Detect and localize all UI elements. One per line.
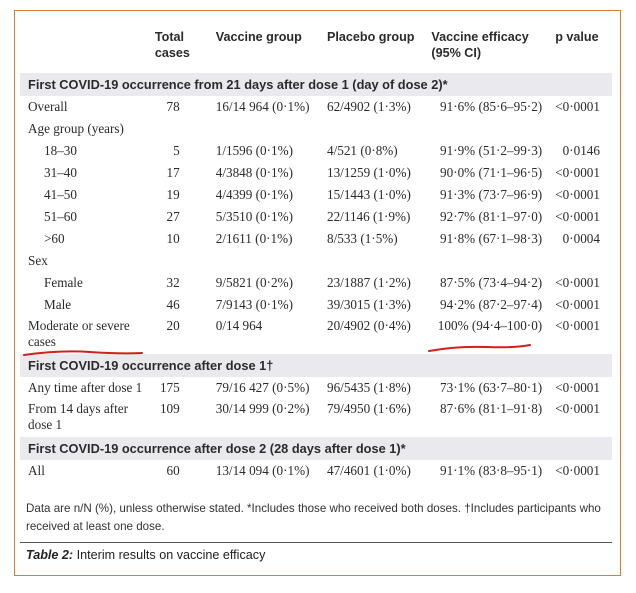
table-row: 31–40 17 4/3848 (0·1%) 13/1259 (1·0%) 90·0… xyxy=(44,165,600,180)
section-title: First COVID-19 occurrence after dose 1† xyxy=(20,354,612,377)
table-row: Sex xyxy=(28,253,48,268)
header-total-cases: Total cases xyxy=(154,30,190,60)
table-row: Any time after dose 1 175 79/16 427 (0·5%… xyxy=(28,380,600,395)
table-header-row: Total cases Vaccine group Placebo group V… xyxy=(20,26,612,73)
efficacy-table: Total cases Vaccine group Placebo group V… xyxy=(20,26,612,482)
footnote: Data are n/N (%), unless otherwise state… xyxy=(26,502,601,533)
table-row: All 60 13/14 094 (0·1%) 47/4601 (1·0%) 91·… xyxy=(28,463,600,478)
table-row: >60 10 2/1611 (0·1%) 8/533 (1·5%) 91·8% (6… xyxy=(44,231,600,246)
caption-text: Interim results on vaccine efficacy xyxy=(73,548,266,562)
section-title: First COVID-19 occurrence from 21 days a… xyxy=(20,73,612,96)
header-blank xyxy=(20,26,152,73)
table-row: From 14 days after dose 1 109 30/14 999 (… xyxy=(28,401,600,432)
red-underline-efficacy xyxy=(428,344,531,352)
header-vaccine-group: Vaccine group xyxy=(215,30,302,44)
caption-label: Table 2: xyxy=(26,548,74,562)
table-row: Moderate or severe cases 20 0/14 964 20/49… xyxy=(28,318,600,349)
table-frame xyxy=(14,10,621,576)
header-placebo-group: Placebo group xyxy=(326,30,415,44)
header-p-value: p value xyxy=(555,30,599,44)
table-row: Female 32 9/5821 (0·2%) 23/1887 (1·2%) 87·… xyxy=(44,275,600,290)
table-row: Male 46 7/9143 (0·1%) 39/3015 (1·3%) 94·2%… xyxy=(44,297,600,312)
section-title: First COVID-19 occurrence after dose 2 (… xyxy=(20,437,612,460)
header-vaccine-efficacy: Vaccine efficacy (95% CI) xyxy=(431,30,529,60)
red-underline-cases xyxy=(23,350,143,356)
table-row: Overall 78 16/14 964 (0·1%) 62/4902 (1·3%)… xyxy=(28,99,600,114)
table-row: 41–50 19 4/4399 (0·1%) 15/1443 (1·0%) 91·3… xyxy=(44,187,600,202)
table-row: Age group (years) xyxy=(28,121,124,136)
table-row: 18–30 5 1/1596 (0·1%) 4/521 (0·8%) 91·9% (… xyxy=(44,143,600,158)
table-row: 51–60 27 5/3510 (0·1%) 22/1146 (1·9%) 92·7… xyxy=(44,209,600,224)
table-caption: Table 2: Interim results on vaccine effi… xyxy=(26,548,265,562)
caption-divider xyxy=(20,542,612,543)
